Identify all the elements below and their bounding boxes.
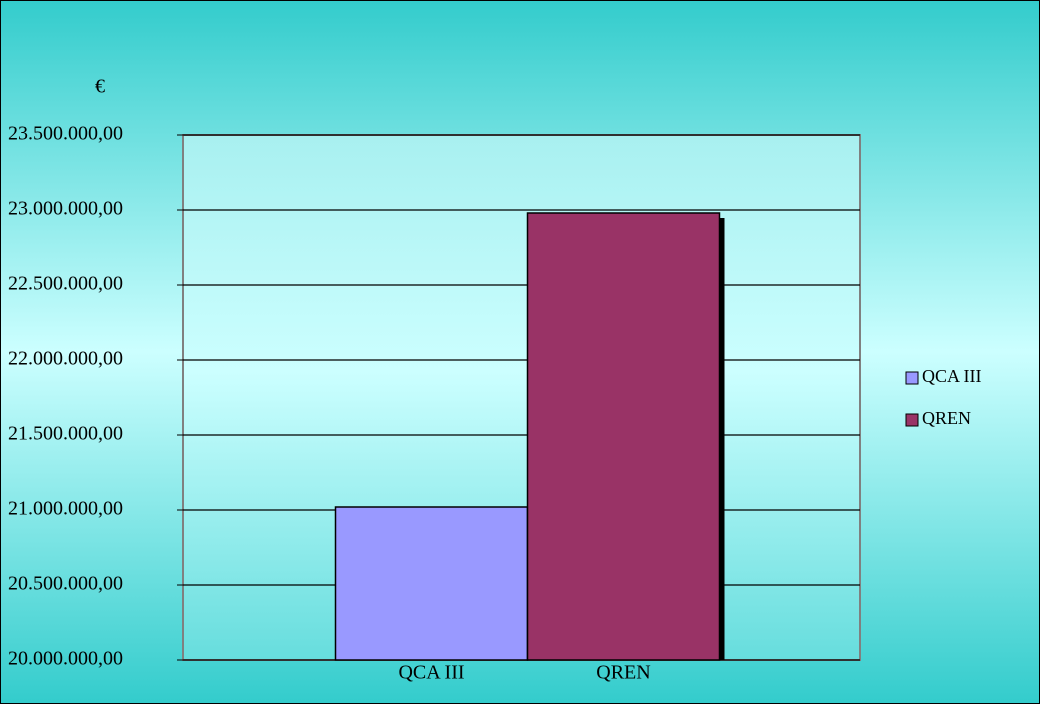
x-tick-label: QCA III bbox=[398, 662, 464, 684]
y-tick-label: 21.500.000,00 bbox=[8, 423, 123, 445]
y-tick-label: 22.000.000,00 bbox=[8, 348, 123, 370]
y-tick-label: 20.500.000,00 bbox=[8, 573, 123, 595]
y-tick-label: 21.000.000,00 bbox=[8, 498, 123, 520]
y-tick-label: 23.500.000,00 bbox=[8, 123, 123, 145]
y-tick-label: 20.000.000,00 bbox=[8, 648, 123, 670]
legend-label: QREN bbox=[922, 408, 971, 428]
legend-swatch bbox=[905, 371, 919, 385]
legend-label: QCA III bbox=[922, 366, 982, 386]
y-tick-label: 23.000.000,00 bbox=[8, 198, 123, 220]
legend-swatch bbox=[905, 413, 919, 427]
x-tick-label: QREN bbox=[596, 662, 650, 684]
y-axis-unit: € bbox=[95, 76, 105, 98]
y-tick-label: 22.500.000,00 bbox=[8, 273, 123, 295]
bar bbox=[526, 212, 721, 661]
bar bbox=[334, 506, 529, 661]
